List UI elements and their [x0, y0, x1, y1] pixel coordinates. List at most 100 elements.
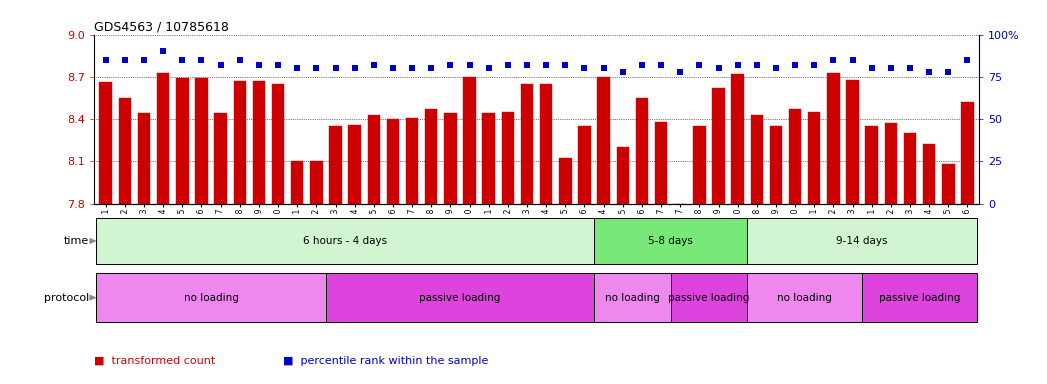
Point	[767, 65, 784, 71]
Text: no loading: no loading	[605, 293, 660, 303]
Bar	[464, 77, 475, 204]
Bar	[671, 273, 748, 322]
Point	[136, 57, 153, 63]
Text: GDS4563 / 10785618: GDS4563 / 10785618	[94, 20, 229, 33]
Bar	[330, 126, 341, 204]
Point	[461, 62, 477, 68]
Point	[901, 65, 918, 71]
Bar	[594, 273, 671, 322]
Bar	[862, 273, 977, 322]
Text: protocol: protocol	[44, 293, 89, 303]
Point	[749, 62, 765, 68]
Bar	[520, 84, 533, 204]
Bar	[138, 113, 150, 204]
Point	[710, 65, 727, 71]
Bar	[808, 112, 821, 204]
Point	[691, 62, 708, 68]
Bar	[654, 122, 667, 204]
Point	[864, 65, 881, 71]
Point	[844, 57, 861, 63]
Point	[155, 48, 172, 55]
Bar	[578, 126, 591, 204]
Text: 6 hours - 4 days: 6 hours - 4 days	[303, 236, 387, 246]
Text: passive loading: passive loading	[668, 293, 750, 303]
Bar	[425, 109, 438, 204]
Bar	[674, 204, 687, 210]
Bar	[195, 78, 207, 204]
Bar	[349, 125, 361, 204]
Bar	[326, 273, 594, 322]
Bar	[712, 88, 725, 204]
Bar	[233, 81, 246, 204]
Bar	[157, 73, 170, 204]
Point	[97, 57, 114, 63]
Point	[116, 57, 133, 63]
Bar	[732, 74, 743, 204]
Bar	[598, 77, 609, 204]
Point	[481, 65, 497, 71]
Point	[883, 65, 899, 71]
Bar	[748, 218, 977, 264]
Text: passive loading: passive loading	[419, 293, 500, 303]
Bar	[310, 161, 322, 204]
Bar	[540, 84, 553, 204]
Bar	[961, 102, 974, 204]
Bar	[291, 161, 304, 204]
Bar	[367, 115, 380, 204]
Bar	[770, 126, 782, 204]
Point	[384, 65, 401, 71]
Point	[825, 57, 842, 63]
Point	[365, 62, 382, 68]
Bar	[636, 98, 648, 204]
Point	[193, 57, 209, 63]
Point	[423, 65, 440, 71]
Point	[213, 62, 229, 68]
Point	[270, 62, 287, 68]
Text: no loading: no loading	[777, 293, 832, 303]
Point	[633, 62, 650, 68]
Bar	[176, 78, 188, 204]
Text: passive loading: passive loading	[878, 293, 960, 303]
Point	[557, 62, 574, 68]
Text: ■  percentile rank within the sample: ■ percentile rank within the sample	[283, 356, 488, 366]
Bar	[866, 126, 878, 204]
Point	[959, 57, 976, 63]
Text: time: time	[64, 236, 89, 246]
Point	[250, 62, 267, 68]
Bar	[96, 218, 594, 264]
Bar	[748, 273, 862, 322]
Bar	[96, 273, 326, 322]
Bar	[272, 84, 285, 204]
Point	[940, 69, 957, 75]
Bar	[386, 119, 399, 204]
Point	[499, 62, 516, 68]
Text: ■  transformed count: ■ transformed count	[94, 356, 216, 366]
Text: 5-8 days: 5-8 days	[648, 236, 693, 246]
Point	[576, 65, 593, 71]
Point	[308, 65, 325, 71]
Bar	[693, 126, 706, 204]
Point	[518, 62, 535, 68]
Bar	[751, 115, 763, 204]
Bar	[942, 164, 955, 204]
Point	[538, 62, 555, 68]
Bar	[215, 113, 227, 204]
Bar	[502, 112, 514, 204]
Bar	[617, 147, 629, 204]
Bar	[904, 133, 916, 204]
Text: 9-14 days: 9-14 days	[837, 236, 888, 246]
Point	[596, 65, 612, 71]
Point	[442, 62, 459, 68]
Bar	[559, 159, 572, 204]
Point	[730, 62, 747, 68]
Point	[327, 65, 343, 71]
Point	[652, 62, 669, 68]
Bar	[885, 123, 897, 204]
Bar	[846, 79, 859, 204]
Bar	[406, 118, 419, 204]
Point	[231, 57, 248, 63]
Bar	[444, 113, 456, 204]
Bar	[99, 83, 112, 204]
Bar	[923, 144, 935, 204]
Bar	[483, 113, 495, 204]
